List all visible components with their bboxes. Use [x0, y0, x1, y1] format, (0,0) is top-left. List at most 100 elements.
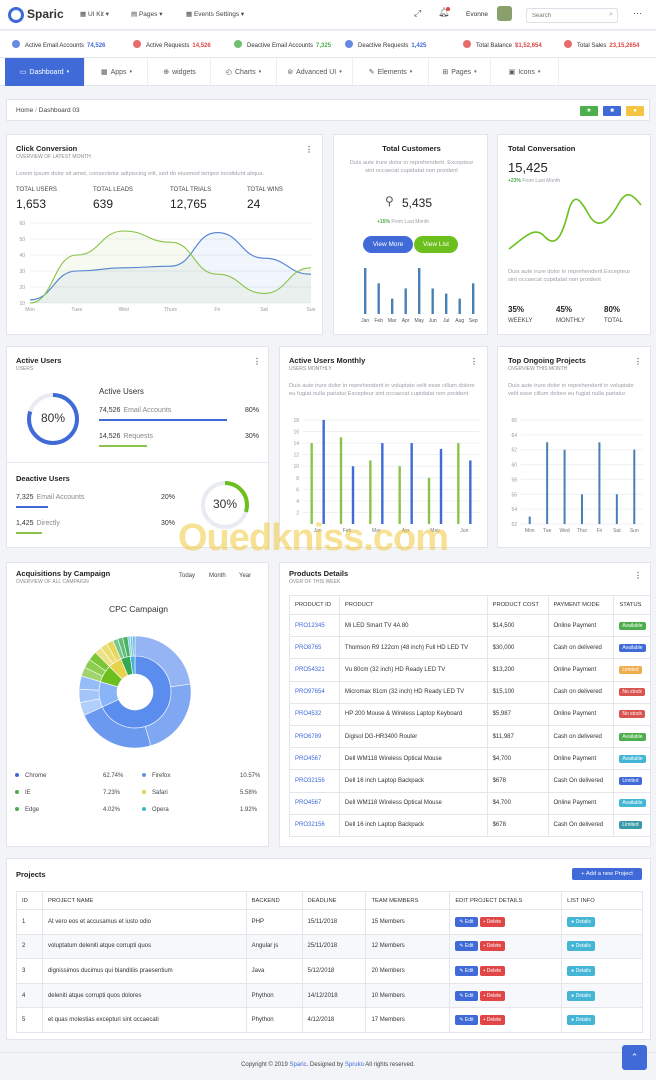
- avatar[interactable]: [497, 6, 512, 21]
- search-input[interactable]: [527, 9, 597, 22]
- details-button[interactable]: ● Details: [567, 990, 595, 1001]
- fullscreen-icon[interactable]: ⤢: [414, 8, 422, 18]
- details-button[interactable]: ● Details: [567, 916, 595, 927]
- brand-name[interactable]: Sparic: [27, 7, 64, 21]
- settings-button[interactable]: ●: [626, 106, 644, 116]
- card-subtitle: USERS MONTHLY: [289, 366, 332, 372]
- breadcrumb-separator: /: [35, 107, 39, 114]
- metric-value: 1,653: [16, 197, 47, 211]
- metric-label: TOTAL TRIALS: [170, 187, 212, 193]
- view-list-button[interactable]: View List: [414, 236, 458, 253]
- tab-month[interactable]: Month: [209, 573, 226, 579]
- edit-button[interactable]: ✎ Edit: [455, 941, 478, 952]
- info-icon: ●: [571, 967, 576, 974]
- more-menu-icon[interactable]: ⋯: [633, 8, 642, 18]
- nav-widgets[interactable]: ⊕ widgets: [149, 58, 211, 86]
- edit-button[interactable]: ✎ Edit: [455, 1015, 478, 1026]
- star-button[interactable]: ★: [580, 106, 598, 116]
- plus-icon: +: [581, 871, 586, 877]
- stat-item[interactable]: Active Email Accounts 74,526: [12, 40, 105, 49]
- x-tick-label: Tue: [543, 528, 552, 534]
- details-button[interactable]: ● Details: [567, 1015, 595, 1026]
- delete-button[interactable]: ▪ Delete: [479, 1015, 506, 1026]
- stat-value: 1,425: [411, 43, 427, 49]
- product-id-link[interactable]: PRO12345: [289, 613, 340, 638]
- edit-cell: ✎ Edit ▪ Delete: [449, 933, 563, 960]
- menu-pages[interactable]: ▤ Pages ▾: [131, 11, 163, 18]
- card-menu-icon[interactable]: ⋮: [305, 145, 313, 154]
- user-name[interactable]: Evonne: [466, 11, 489, 18]
- nav-charts[interactable]: ◴ Charts ▾: [211, 58, 277, 86]
- card-title: Acquisitions by Campaign: [16, 569, 111, 578]
- x-tick-label: Mar: [388, 318, 397, 324]
- product-id-link[interactable]: PRO4567: [289, 747, 340, 771]
- tab-today[interactable]: Today: [179, 573, 196, 579]
- project-deadline: 5/12/2018: [301, 958, 367, 984]
- table-row: 2 voluptatum deleniti atque corrupti quos…: [16, 933, 643, 960]
- nav-label: Advanced UI: [296, 68, 337, 76]
- y-tick-label: 6: [296, 487, 299, 493]
- project-name: voluptatum deleniti atque corrupti quos: [41, 933, 247, 960]
- back-to-top-button[interactable]: ⌃: [622, 1045, 647, 1070]
- bar: [364, 268, 367, 314]
- stat-value: 23,15,2654: [609, 43, 640, 49]
- product-id-link[interactable]: PRO4532: [289, 702, 340, 726]
- info-icon: ●: [571, 1017, 576, 1024]
- menu-ui-kit[interactable]: ▦ UI Kit ▾: [80, 11, 109, 18]
- search-icon[interactable]: ⌕: [609, 11, 613, 18]
- menu-events[interactable]: ▦ Events Settings ▾: [186, 11, 245, 18]
- delete-button[interactable]: ▪ Delete: [479, 941, 506, 952]
- details-button[interactable]: ● Details: [567, 941, 595, 952]
- delete-button[interactable]: ▪ Delete: [479, 990, 506, 1001]
- metric-label: WEEKLY: [508, 318, 533, 324]
- nav-elements[interactable]: ✎ Elements ▾: [353, 58, 429, 86]
- row-label: Directly: [36, 520, 60, 527]
- footer-designer-link[interactable]: Spruko: [344, 1062, 364, 1068]
- product-id-link[interactable]: PRO8765: [289, 636, 340, 660]
- delete-button[interactable]: ▪ Delete: [479, 965, 506, 976]
- nav-advanced-ui[interactable]: ⊜ Advanced UI ▾: [277, 58, 353, 86]
- edit-button[interactable]: ✎ Edit: [455, 916, 478, 927]
- card-menu-icon[interactable]: ⋮: [634, 357, 642, 366]
- product-id-link[interactable]: PRO4567: [289, 791, 340, 815]
- product-id-link[interactable]: PRO32156: [289, 813, 340, 837]
- stat-item[interactable]: Active Requests 14,526: [133, 40, 211, 49]
- click-conversion-line-chart: 10 20 30 40 50 60 Mon Tues Wed Thurs Fri Sat Sun: [19, 221, 315, 313]
- footer-brand-link[interactable]: Sparic: [289, 1062, 307, 1068]
- tab-year[interactable]: Year: [239, 573, 252, 579]
- nav-label: Dashboard: [29, 68, 64, 76]
- card-menu-icon[interactable]: ⋮: [634, 571, 642, 580]
- nav-pages[interactable]: ⊞ Pages ▾: [429, 58, 491, 86]
- project-backend: Phython: [245, 1007, 303, 1033]
- lock-button[interactable]: ■: [603, 106, 621, 116]
- product-id-link[interactable]: PRO6789: [289, 724, 340, 749]
- view-more-button[interactable]: View More: [363, 236, 413, 253]
- details-button[interactable]: ● Details: [567, 965, 595, 976]
- edit-button[interactable]: ✎ Edit: [455, 965, 478, 976]
- search-box[interactable]: ⌕: [526, 8, 618, 23]
- stat-item[interactable]: Deactive Requests 1,425: [345, 40, 426, 49]
- card-menu-icon[interactable]: ⋮: [470, 357, 478, 366]
- product-id-link[interactable]: PRO97654: [289, 680, 340, 704]
- breadcrumb-home[interactable]: Home: [16, 107, 34, 114]
- nav-dashboard[interactable]: ▭ Dashboard ▾: [5, 58, 85, 86]
- nav-apps[interactable]: ▦ Apps ▾: [86, 58, 148, 86]
- metric-value: 45%: [556, 305, 573, 314]
- product-id-link[interactable]: PRO54321: [289, 658, 340, 682]
- product-id-link[interactable]: PRO32156: [289, 769, 340, 793]
- y-tick-label: 54: [511, 507, 517, 513]
- campaign-chart-title: CPC Campaign: [108, 604, 169, 614]
- add-project-button[interactable]: + Add a new Project: [572, 868, 642, 880]
- status-cell: Limited: [613, 769, 650, 793]
- notification-bell-icon[interactable]: 🔔︎: [438, 7, 450, 17]
- total-customers-card: Total Customers Duis aute irure dolor in…: [333, 134, 488, 335]
- edit-button[interactable]: ✎ Edit: [455, 990, 478, 1001]
- stat-item[interactable]: Total Sales 23,15,2654: [564, 40, 639, 49]
- delete-button[interactable]: ▪ Delete: [479, 916, 506, 927]
- nav-icons[interactable]: ▣ Icons ▾: [491, 58, 559, 86]
- card-menu-icon[interactable]: ⋮: [253, 357, 261, 366]
- stat-item[interactable]: Deactive Email Accounts 7,325: [234, 40, 331, 49]
- grid-icon: ▦: [80, 11, 88, 18]
- stat-item[interactable]: Total Balance $1,52,654: [463, 40, 542, 49]
- project-deadline: 25/11/2018: [301, 933, 367, 960]
